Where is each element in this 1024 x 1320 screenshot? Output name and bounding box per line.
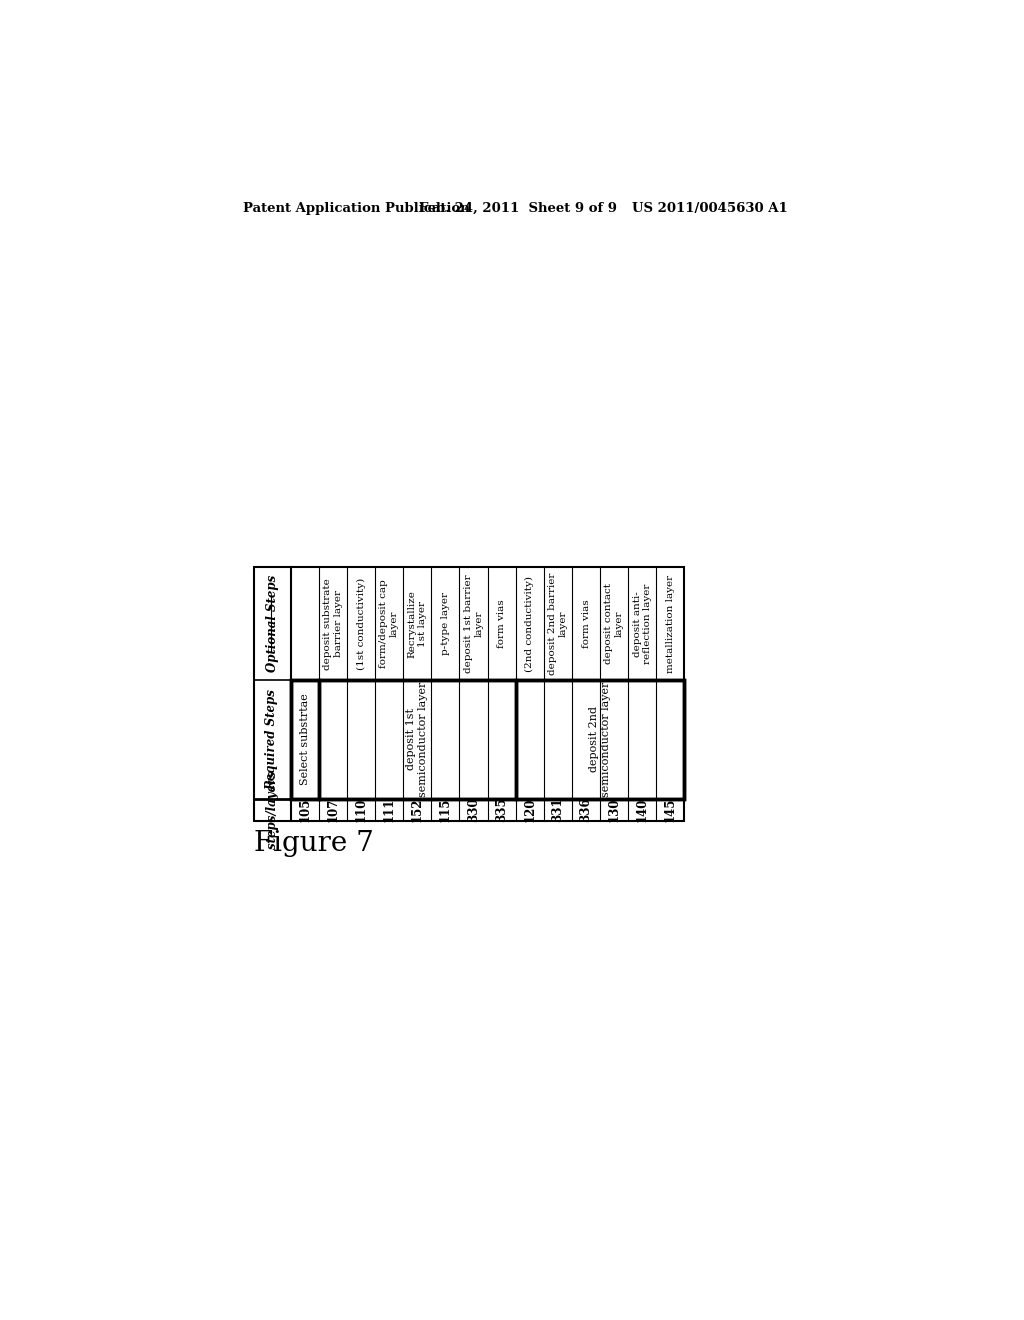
Bar — [254, 566, 684, 821]
Text: 105: 105 — [298, 797, 311, 822]
Text: Figure 7: Figure 7 — [254, 830, 374, 857]
Text: 115: 115 — [439, 797, 452, 822]
Text: Required Steps: Required Steps — [265, 689, 279, 789]
Text: Feb. 24, 2011  Sheet 9 of 9: Feb. 24, 2011 Sheet 9 of 9 — [419, 202, 616, 215]
Text: 335: 335 — [496, 797, 508, 822]
Text: Patent Application Publication: Patent Application Publication — [243, 202, 469, 215]
Text: deposit 2nd barrier
layer: deposit 2nd barrier layer — [548, 573, 567, 675]
Text: 331: 331 — [551, 797, 564, 822]
Text: deposit 1st
semiconductor layer: deposit 1st semiconductor layer — [407, 681, 428, 797]
Text: deposit contact
layer: deposit contact layer — [604, 583, 624, 664]
Bar — [291, 680, 684, 799]
Text: 140: 140 — [636, 797, 649, 822]
Text: deposit substrate
barrier layer: deposit substrate barrier layer — [324, 578, 343, 669]
Text: form/deposit cap
layer: form/deposit cap layer — [380, 579, 399, 668]
Text: p-type layer: p-type layer — [441, 593, 450, 655]
Text: 152: 152 — [411, 797, 424, 822]
Text: Recrystallize
1st layer: Recrystallize 1st layer — [408, 590, 427, 657]
Text: form vias: form vias — [498, 599, 506, 648]
Text: 110: 110 — [354, 797, 368, 822]
Text: deposit 2nd
semiconductor layer: deposit 2nd semiconductor layer — [589, 681, 611, 797]
Text: 330: 330 — [467, 797, 480, 822]
Text: metallization layer: metallization layer — [666, 574, 675, 673]
Text: steps/layers: steps/layers — [265, 771, 279, 849]
Text: 336: 336 — [580, 797, 593, 822]
Text: (1st conductivity): (1st conductivity) — [356, 578, 366, 671]
Bar — [291, 680, 318, 799]
Bar — [516, 680, 684, 799]
Text: deposit 1st barrier
layer: deposit 1st barrier layer — [464, 574, 483, 673]
Bar — [318, 680, 516, 799]
Text: US 2011/0045630 A1: US 2011/0045630 A1 — [632, 202, 787, 215]
Text: 130: 130 — [607, 797, 621, 822]
Text: form vias: form vias — [582, 599, 591, 648]
Text: 145: 145 — [664, 797, 677, 822]
Text: deposit anti-
reflection layer: deposit anti- reflection layer — [633, 583, 652, 664]
Text: 107: 107 — [327, 797, 339, 822]
Text: (2nd conductivity): (2nd conductivity) — [525, 576, 535, 672]
Text: Select substrtae: Select substrtae — [300, 693, 310, 785]
Text: 120: 120 — [523, 797, 537, 822]
Text: 111: 111 — [383, 797, 395, 822]
Text: Optional Steps: Optional Steps — [265, 576, 279, 672]
